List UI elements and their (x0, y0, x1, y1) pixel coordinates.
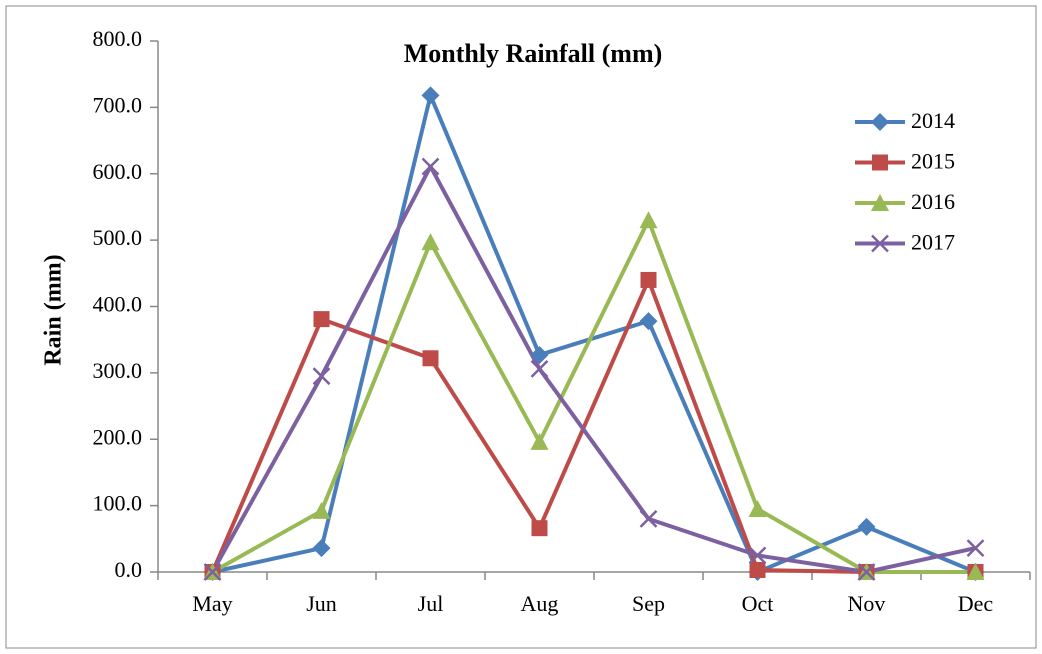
data-point (312, 367, 331, 386)
data-point (421, 86, 440, 105)
data-point (748, 546, 767, 565)
data-point (639, 211, 658, 229)
data-point (313, 311, 330, 328)
y-tick-label: 700.0 (93, 92, 143, 117)
series-line (210, 277, 976, 574)
chart-title: Monthly Rainfall (mm) (404, 39, 663, 68)
legend-label: 2016 (911, 189, 955, 214)
x-tick-label: May (192, 591, 232, 616)
y-tick-label: 100.0 (93, 491, 143, 516)
legend-label: 2015 (911, 149, 955, 174)
data-point (748, 499, 767, 517)
y-tick-label: 0.0 (115, 557, 143, 582)
data-point (530, 360, 549, 378)
data-point (530, 432, 549, 450)
legend-label: 2017 (911, 230, 955, 255)
data-point (639, 312, 658, 331)
data-point (421, 233, 440, 251)
x-tick-label: Sep (632, 591, 665, 616)
y-axis-label: Rain (mm) (41, 254, 67, 365)
y-tick-label: 800.0 (93, 26, 143, 51)
data-point (312, 539, 331, 558)
data-point (421, 157, 440, 176)
y-tick-label: 500.0 (93, 225, 143, 250)
data-point (749, 562, 766, 579)
data-point (966, 539, 985, 557)
y-tick-label: 200.0 (93, 424, 143, 449)
x-tick-label: Jul (418, 591, 444, 616)
data-point (312, 501, 331, 519)
legend-marker (872, 154, 888, 171)
legend-label: 2014 (911, 108, 955, 133)
data-point (422, 350, 439, 367)
chart-frame (5, 5, 1037, 649)
data-point (203, 563, 222, 581)
x-tick-label: Dec (958, 591, 994, 616)
series-line (212, 93, 977, 574)
data-point (530, 345, 549, 364)
data-point (639, 510, 658, 528)
legend-marker (871, 234, 889, 253)
series-line (211, 218, 976, 574)
y-tick-label: 300.0 (93, 358, 143, 383)
x-tick-label: Nov (848, 591, 886, 616)
data-point (966, 563, 985, 580)
x-tick-label: Aug (521, 591, 559, 616)
x-tick-label: Oct (742, 591, 774, 616)
y-tick-label: 400.0 (93, 292, 143, 317)
data-point (857, 563, 876, 581)
y-tick-label: 600.0 (93, 159, 143, 184)
legend-marker (871, 113, 889, 131)
x-tick-label: Jun (306, 591, 337, 616)
data-point (857, 517, 876, 536)
data-point (640, 271, 657, 288)
legend-marker (871, 194, 889, 211)
series-line (210, 164, 976, 574)
data-point (531, 520, 548, 537)
